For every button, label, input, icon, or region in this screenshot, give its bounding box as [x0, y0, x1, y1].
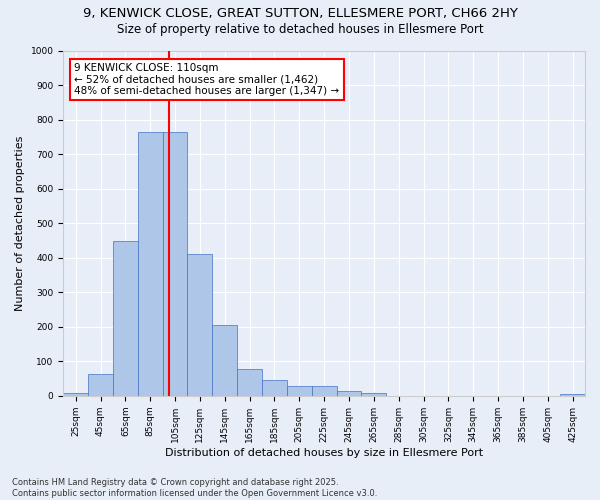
Bar	[262, 380, 287, 396]
Bar	[63, 393, 88, 396]
Bar	[212, 325, 237, 396]
Y-axis label: Number of detached properties: Number of detached properties	[15, 136, 25, 311]
Bar	[312, 386, 337, 396]
X-axis label: Distribution of detached houses by size in Ellesmere Port: Distribution of detached houses by size …	[165, 448, 483, 458]
Bar	[560, 394, 585, 396]
Text: 9 KENWICK CLOSE: 110sqm
← 52% of detached houses are smaller (1,462)
48% of semi: 9 KENWICK CLOSE: 110sqm ← 52% of detache…	[74, 63, 340, 96]
Bar	[187, 254, 212, 396]
Bar	[163, 132, 187, 396]
Bar	[237, 369, 262, 396]
Bar	[88, 374, 113, 396]
Bar	[361, 393, 386, 396]
Text: Contains HM Land Registry data © Crown copyright and database right 2025.
Contai: Contains HM Land Registry data © Crown c…	[12, 478, 377, 498]
Bar	[138, 132, 163, 396]
Text: Size of property relative to detached houses in Ellesmere Port: Size of property relative to detached ho…	[116, 22, 484, 36]
Bar	[113, 240, 138, 396]
Text: 9, KENWICK CLOSE, GREAT SUTTON, ELLESMERE PORT, CH66 2HY: 9, KENWICK CLOSE, GREAT SUTTON, ELLESMER…	[83, 8, 517, 20]
Bar	[287, 386, 312, 396]
Bar	[337, 390, 361, 396]
